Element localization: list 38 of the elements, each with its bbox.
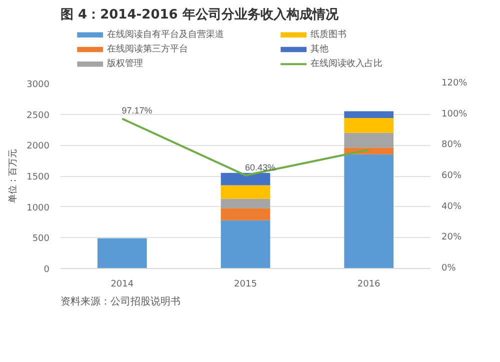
- data-label: 60.43%: [245, 162, 276, 172]
- y2-tick-label: 20%: [442, 232, 462, 243]
- x-tick-label: 2016: [357, 280, 381, 290]
- y-tick-label: 3000: [26, 80, 50, 90]
- bar: [220, 185, 270, 199]
- bar: [344, 111, 394, 118]
- x-tick-label: 2014: [110, 280, 134, 290]
- y-tick-label: 2000: [26, 142, 50, 152]
- y2-tick-label: 60%: [442, 171, 462, 181]
- text: 资料来源：公司招股说明书: [60, 296, 180, 308]
- y2-tick-label: 0%: [442, 264, 456, 274]
- legend-label: 在线阅读收入占比: [310, 58, 382, 70]
- bar: [220, 198, 270, 208]
- legend-label: 版权管理: [106, 58, 143, 70]
- y-tick-label: 0: [44, 265, 50, 275]
- legend-label: 纸质图书: [310, 28, 346, 40]
- legend-label: 在线阅读第三方平台: [106, 44, 188, 54]
- bar: [220, 172, 270, 186]
- legend-label: 在线阅读自有平台及自营渠道: [106, 28, 224, 40]
- bar: [220, 208, 270, 220]
- y2-tick-label: 80%: [442, 140, 462, 150]
- data-label: 97.17%: [122, 106, 152, 116]
- chart-title: 图 4：2014-2016 年公司分业务收入构成情况: [60, 6, 340, 22]
- bar: [344, 154, 394, 268]
- y-tick-label: 1000: [26, 203, 50, 214]
- bar: [344, 118, 394, 133]
- y-tick-label: 500: [32, 234, 50, 244]
- y2-tick-label: 40%: [442, 202, 462, 212]
- x-tick-label: 2015: [234, 280, 257, 290]
- bar: [220, 220, 270, 268]
- y2-tick-label: 120%: [442, 78, 468, 88]
- legend-label: 其他: [310, 44, 328, 54]
- y-tick-label: 2500: [26, 110, 50, 121]
- y-tick-label: 1500: [26, 172, 50, 182]
- y2-tick-label: 100%: [442, 109, 468, 120]
- bar: [98, 238, 147, 268]
- bar: [344, 132, 394, 148]
- y-axis-title: 单位：百万元: [8, 149, 19, 203]
